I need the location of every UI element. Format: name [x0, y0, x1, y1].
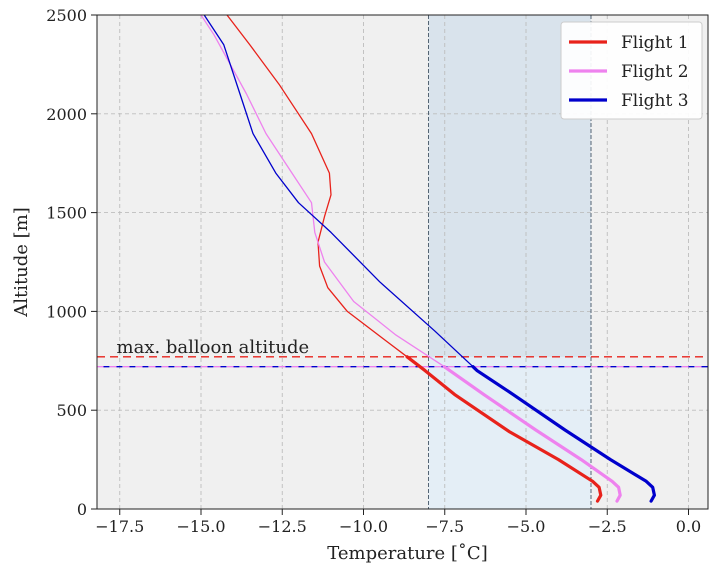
annotation-max-balloon-altitude: max. balloon altitude: [117, 337, 310, 358]
x-tick-label: −10.0: [339, 517, 388, 536]
x-tick-label: −5.0: [507, 517, 546, 536]
x-tick-label: −17.5: [95, 517, 144, 536]
x-tick-label: −12.5: [258, 517, 307, 536]
y-axis-label: Altitude [m]: [11, 207, 32, 318]
legend-label-2: Flight 2: [621, 62, 689, 82]
y-tick-label: 2000: [46, 105, 87, 124]
y-tick-label: 1000: [46, 302, 87, 321]
x-tick-label: 0.0: [676, 517, 701, 536]
x-tick-label: −2.5: [588, 517, 627, 536]
x-axis-ticks: −17.5 −15.0 −12.5 −10.0 −7.5 −5.0 −2.5 0.0: [95, 509, 701, 536]
y-tick-label: 500: [56, 401, 87, 420]
series-line-upper-2: [200, 15, 445, 368]
legend-label-3: Flight 3: [621, 91, 689, 111]
y-tick-label: 2500: [46, 6, 87, 25]
y-axis-ticks: 0 500 1000 1500 2000 2500: [46, 6, 97, 519]
series-line-upper-1: [226, 15, 408, 358]
series-line-upper-3: [203, 15, 474, 368]
x-tick-label: −7.5: [425, 517, 464, 536]
series-lines: [200, 15, 656, 503]
legend: Flight 1 Flight 2 Flight 3: [560, 21, 703, 120]
legend-box: [560, 21, 703, 120]
legend-label-1: Flight 1: [621, 33, 689, 53]
series-line-lower-2: [442, 365, 622, 503]
balloon-altitude-lines: [97, 356, 708, 368]
x-axis-label: Temperature [˚C]: [327, 542, 487, 564]
x-tick-label: −15.0: [176, 517, 225, 536]
series-line-lower-1: [405, 355, 603, 503]
y-tick-label: 0: [77, 500, 87, 519]
plot-frame: [96, 14, 709, 510]
vertical-reference-lines: [428, 15, 592, 509]
y-tick-label: 1500: [46, 204, 87, 223]
series-line-lower-3: [471, 365, 656, 503]
